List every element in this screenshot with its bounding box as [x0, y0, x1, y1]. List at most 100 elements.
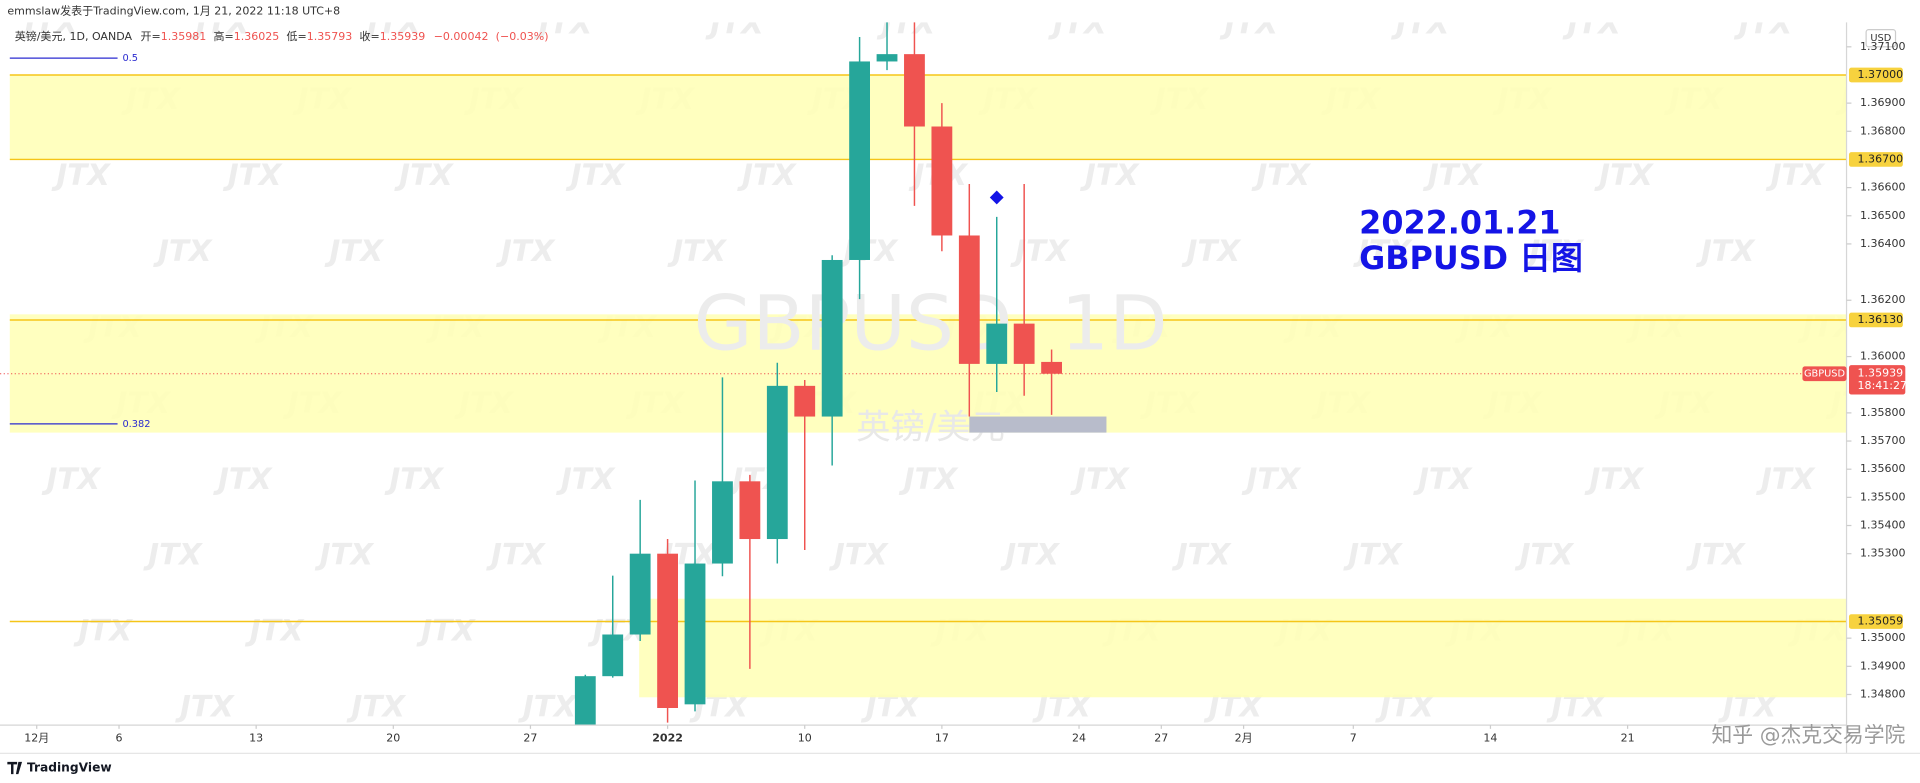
brand-watermark: JTX: [19, 6, 79, 40]
brand-watermark: JTX: [1594, 158, 1654, 192]
brand-watermark: JTX: [1070, 462, 1130, 496]
y-tick-label: 1.36900: [1860, 96, 1906, 109]
x-tick-label: 2022: [652, 732, 683, 745]
y-tick-label: 1.36000: [1860, 350, 1906, 363]
brand-watermark: JTX: [534, 6, 594, 40]
y-tick-label: 1.37100: [1860, 40, 1906, 53]
brand-watermark: JTX: [245, 614, 305, 648]
x-tick-label: 24: [1072, 732, 1086, 745]
brand-watermark: JTX: [877, 6, 937, 40]
plot: 0.5 0.382: [0, 22, 1847, 726]
brand-watermark: JTX: [1242, 462, 1302, 496]
candle-body: [574, 676, 596, 726]
brand-watermark: JTX: [42, 462, 102, 496]
brand-watermark: JTX: [486, 538, 546, 572]
brand-watermark: JTX: [496, 234, 556, 268]
y-tick-label: 1.35400: [1860, 519, 1906, 532]
candle-body: [684, 563, 706, 705]
brand-watermark: JTX: [1696, 234, 1756, 268]
marker: [989, 190, 1004, 205]
ohlc-value: 1.36025: [234, 30, 280, 43]
brand-watermark: JTX: [394, 158, 454, 192]
brand-watermark: JTX: [1524, 234, 1584, 268]
brand-watermark: JTX: [346, 690, 406, 724]
brand-watermark: JTX: [213, 462, 273, 496]
price-label: 1.35939: [1858, 367, 1904, 380]
footer-logo: [7, 761, 23, 775]
brand-watermark: JTX: [223, 158, 283, 192]
y-tick-label: 1.36600: [1860, 181, 1906, 194]
brand-watermark: JTX: [416, 614, 476, 648]
x-tick-label: 13: [249, 732, 263, 745]
level-badge: [1848, 312, 1903, 328]
brand-watermark: JTX: [153, 234, 213, 268]
zone: [639, 598, 1847, 698]
brand-watermark: JTX: [1686, 538, 1746, 572]
annotation: 2022.01.21: [1359, 203, 1560, 241]
change: −0.00042: [434, 30, 489, 43]
header-author: emmslaw发表于TradingView.com, 1月 21, 2022 1…: [7, 3, 340, 17]
y-tick-label: 1.36200: [1860, 293, 1906, 306]
x-tick-label: 10: [798, 732, 812, 745]
ohlc-value: 1.35793: [307, 30, 353, 43]
y-tick-label: 1.36800: [1860, 124, 1906, 137]
level-label: 1.36700: [1858, 152, 1904, 165]
box: [969, 416, 1107, 433]
ohlc-label: 低=: [286, 30, 306, 43]
brand-watermark: JTX: [1584, 462, 1644, 496]
brand-watermark: JTX: [1423, 158, 1483, 192]
fib-label: 0.5: [122, 53, 138, 64]
brand-watermark: JTX: [1010, 234, 1070, 268]
x-tick-label: 2月: [1235, 732, 1253, 745]
level-label: 1.35059: [1858, 615, 1904, 628]
currency-box: [1865, 29, 1897, 48]
brand-watermark: JTX: [73, 614, 133, 648]
brand-watermark: JTX: [1080, 158, 1140, 192]
brand-watermark: JTX: [667, 234, 727, 268]
ohlc-value: 1.35981: [161, 30, 207, 43]
brand-watermark: JTX: [556, 462, 616, 496]
candle-body: [712, 481, 733, 564]
fib-label: 0.382: [122, 419, 150, 430]
brand-watermark: JTX: [1413, 462, 1473, 496]
candle-body: [1013, 323, 1035, 364]
credit: 知乎 @杰克交易学院: [1712, 723, 1906, 747]
brand-watermark: JTX: [315, 538, 375, 572]
brand-watermark: JTX: [1562, 6, 1622, 40]
x-tick-label: 27: [523, 732, 537, 745]
y-tick-label: 1.35600: [1860, 462, 1906, 475]
brand-watermark: JTX: [175, 690, 235, 724]
candle-body: [1041, 361, 1062, 374]
x-tick-label: 27: [1154, 732, 1168, 745]
annotation: GBPUSD 日图: [1359, 239, 1583, 277]
y-tick-label: 1.35800: [1860, 406, 1906, 419]
brand-watermark: JTX: [1343, 538, 1403, 572]
y-tick-label: 1.34900: [1860, 659, 1906, 672]
brand-watermark: JTX: [143, 538, 203, 572]
ohlc-label: 开=: [140, 30, 160, 43]
ticker-badge: [1802, 366, 1847, 382]
level-label: 1.37000: [1858, 68, 1904, 81]
candle-body: [849, 61, 870, 260]
candle-body: [794, 385, 816, 417]
brand-watermark: JTX: [362, 6, 422, 40]
candle-body: [657, 553, 678, 708]
y-tick-label: 1.34800: [1860, 687, 1906, 700]
level-badge: [1848, 152, 1903, 167]
brand-watermark: JTX: [1515, 538, 1575, 572]
brand-watermark: JTX: [566, 158, 626, 192]
brand-watermark: JTX: [705, 6, 765, 40]
x-tick-label: 20: [386, 732, 400, 745]
ohlc-label: 高=: [213, 29, 233, 43]
candle-body: [904, 54, 925, 127]
currency: USD: [1870, 33, 1891, 44]
legend: 英镑/美元, 1D, OANDA 开=1.35981 高=1.36025 低=1…: [15, 29, 549, 43]
candle-body: [876, 54, 898, 62]
brand-watermark: JTX: [51, 158, 111, 192]
brand-watermark: JTX: [1353, 234, 1413, 268]
zone: [9, 74, 1847, 160]
footer-brand: TradingView: [27, 761, 112, 775]
brand-watermark: JTX: [737, 158, 797, 192]
brand-watermark: JTX: [1766, 158, 1826, 192]
